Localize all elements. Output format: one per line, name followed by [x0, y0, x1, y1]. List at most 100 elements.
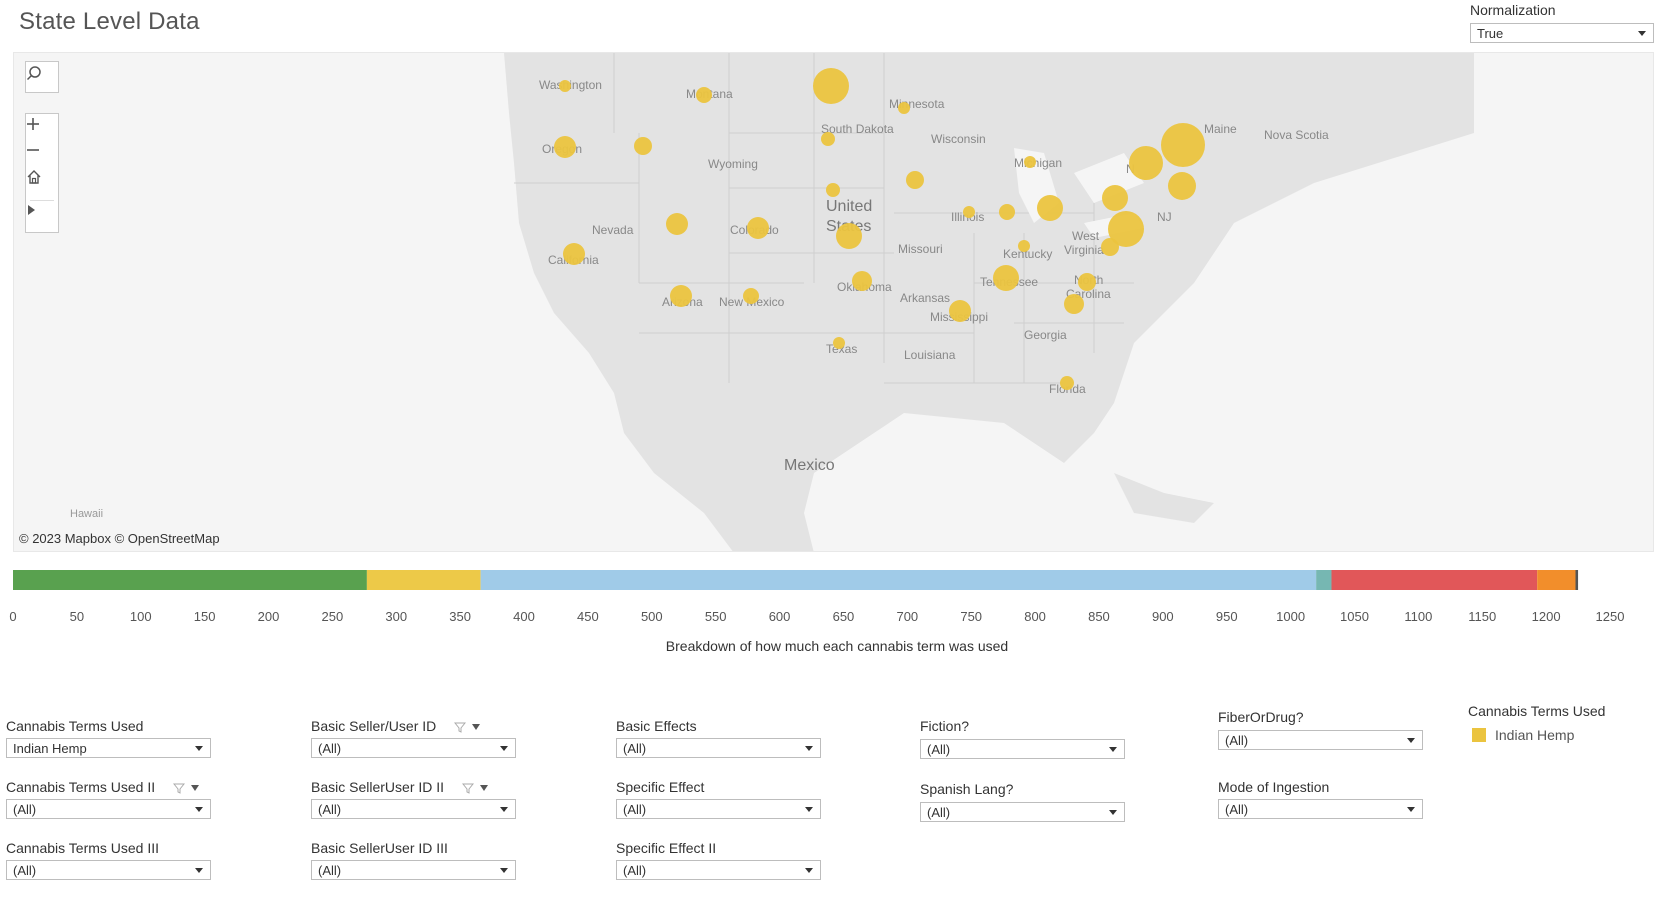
state-map[interactable]: Washington Montana Minnesota Oregon Wyom…: [13, 52, 1654, 552]
bubble-south-dakota[interactable]: [821, 132, 835, 146]
chevron-down-icon: [500, 868, 508, 873]
cannabis-terms-iii-dropdown[interactable]: (All): [6, 860, 211, 880]
filter-funnel-icon[interactable]: [173, 783, 186, 794]
bubble-utah[interactable]: [666, 213, 688, 235]
cannabis-terms-ii-dropdown[interactable]: (All): [6, 799, 211, 819]
chevron-down-icon: [195, 807, 203, 812]
filter-funnel-icon[interactable]: [461, 783, 474, 794]
bar-segment-0[interactable]: [13, 570, 367, 590]
bubble-oregon[interactable]: [554, 136, 576, 158]
bubble-south-carolina[interactable]: [1064, 294, 1084, 314]
filter-funnel-icon[interactable]: [454, 722, 467, 733]
label-missouri: Missouri: [898, 242, 943, 256]
axis-tick-label: 500: [640, 609, 663, 624]
label-kentucky: Kentucky: [1003, 247, 1052, 261]
map-canvas: Washington Montana Minnesota Oregon Wyom…: [14, 53, 1653, 551]
bubble-north-carolina[interactable]: [1078, 273, 1096, 291]
filter-menu-icon[interactable]: [191, 785, 200, 792]
bubble-kansas[interactable]: [836, 223, 862, 249]
bubble-idaho[interactable]: [634, 137, 652, 155]
legend-swatch-indian-hemp[interactable]: [1472, 728, 1486, 742]
map-attribution[interactable]: © 2023 Mapbox © OpenStreetMap: [19, 531, 220, 546]
bubble-nebraska[interactable]: [826, 183, 840, 197]
axis-tick-label: 200: [257, 609, 280, 624]
filter-label-spanish-lang: Spanish Lang?: [920, 781, 1014, 797]
bubble-california[interactable]: [563, 243, 585, 265]
zoom-out-button[interactable]: [26, 143, 60, 169]
bar-segment-6[interactable]: [1575, 570, 1579, 590]
bar-segment-3[interactable]: [1316, 570, 1332, 590]
bubble-oklahoma[interactable]: [852, 271, 872, 291]
axis-tick-label: 600: [768, 609, 791, 624]
label-mexico: Mexico: [784, 457, 835, 474]
basic-seller-iii-value: (All): [318, 863, 342, 878]
basic-effects-dropdown[interactable]: (All): [616, 738, 821, 758]
basic-seller-value: (All): [318, 741, 342, 756]
bubble-new-york[interactable]: [1161, 123, 1205, 167]
axis-tick-label: 1250: [1595, 609, 1625, 624]
basic-seller-ii-value: (All): [318, 802, 342, 817]
filter-label-mode-of-ingestion: Mode of Ingestion: [1218, 779, 1330, 795]
bubble-layer: [554, 68, 1205, 390]
basic-seller-ii-dropdown[interactable]: (All): [311, 799, 516, 819]
bubble-new-mexico[interactable]: [743, 288, 759, 304]
bubble-kentucky[interactable]: [1018, 240, 1030, 252]
filter-menu-icon[interactable]: [472, 724, 481, 731]
specific-effect-ii-dropdown[interactable]: (All): [616, 860, 821, 880]
bubble-tennessee[interactable]: [993, 265, 1019, 291]
bubble-ohio[interactable]: [1037, 195, 1063, 221]
bubble-montana[interactable]: [696, 87, 712, 103]
bar-segment-5[interactable]: [1537, 570, 1576, 590]
expand-toolbar-button[interactable]: [26, 204, 60, 230]
bubble-texas[interactable]: [833, 337, 845, 349]
filter-menu-icon[interactable]: [479, 785, 488, 792]
bubble-mississippi[interactable]: [949, 300, 971, 322]
normalization-dropdown[interactable]: True: [1470, 23, 1654, 43]
chevron-down-icon: [500, 807, 508, 812]
bubble-washington[interactable]: [559, 80, 571, 92]
bubble-iowa[interactable]: [906, 171, 924, 189]
chevron-down-icon: [805, 746, 813, 751]
bubble-michigan[interactable]: [1024, 156, 1036, 168]
axis-tick-label: 50: [69, 609, 85, 624]
bubble-virginia[interactable]: [1108, 211, 1144, 247]
bubble-west-virginia[interactable]: [1101, 238, 1119, 256]
axis-tick-label: 100: [129, 609, 152, 624]
filter-label-basic-seller: Basic Seller/User ID: [311, 718, 481, 734]
specific-effect-dropdown[interactable]: (All): [616, 799, 821, 819]
bubble-arizona[interactable]: [670, 285, 692, 307]
fiction-dropdown[interactable]: (All): [920, 739, 1125, 759]
bubble-pennsylvania[interactable]: [1129, 146, 1163, 180]
chevron-down-icon: [1638, 31, 1646, 36]
legend-item-indian-hemp[interactable]: Indian Hemp: [1495, 727, 1575, 743]
label-georgia: Georgia: [1024, 328, 1067, 342]
axis-tick-label: 900: [1151, 609, 1174, 624]
axis-tick-label: 350: [449, 609, 472, 624]
bubble-maryland[interactable]: [1102, 185, 1128, 211]
axis-tick-label: 850: [1088, 609, 1110, 624]
axis-tick-label: 150: [193, 609, 216, 624]
cannabis-terms-dropdown[interactable]: Indian Hemp: [6, 738, 211, 758]
play-arrow-icon: [28, 205, 35, 215]
map-search-button[interactable]: [25, 61, 59, 93]
bubble-new-jersey[interactable]: [1168, 172, 1196, 200]
basic-seller-label: Basic Seller/User ID: [311, 718, 437, 734]
bubble-minnesota[interactable]: [898, 102, 910, 114]
bar-segment-4[interactable]: [1331, 570, 1538, 590]
bubble-colorado[interactable]: [747, 217, 769, 239]
reset-home-button[interactable]: [26, 169, 60, 195]
axis-tick-label: 300: [385, 609, 408, 624]
bubble-north-dakota[interactable]: [813, 68, 849, 104]
basic-seller-iii-dropdown[interactable]: (All): [311, 860, 516, 880]
bar-segment-1[interactable]: [366, 570, 481, 590]
fiber-or-drug-dropdown[interactable]: (All): [1218, 730, 1423, 750]
bubble-illinois[interactable]: [963, 206, 975, 218]
bubble-florida[interactable]: [1060, 376, 1074, 390]
bar-segment-2[interactable]: [480, 570, 1317, 590]
mode-of-ingestion-dropdown[interactable]: (All): [1218, 799, 1423, 819]
bubble-indiana[interactable]: [999, 204, 1015, 220]
basic-seller-dropdown[interactable]: (All): [311, 738, 516, 758]
zoom-in-button[interactable]: [26, 117, 60, 143]
filter-label-cannabis-terms-iii: Cannabis Terms Used III: [6, 840, 160, 856]
spanish-lang-dropdown[interactable]: (All): [920, 802, 1125, 822]
